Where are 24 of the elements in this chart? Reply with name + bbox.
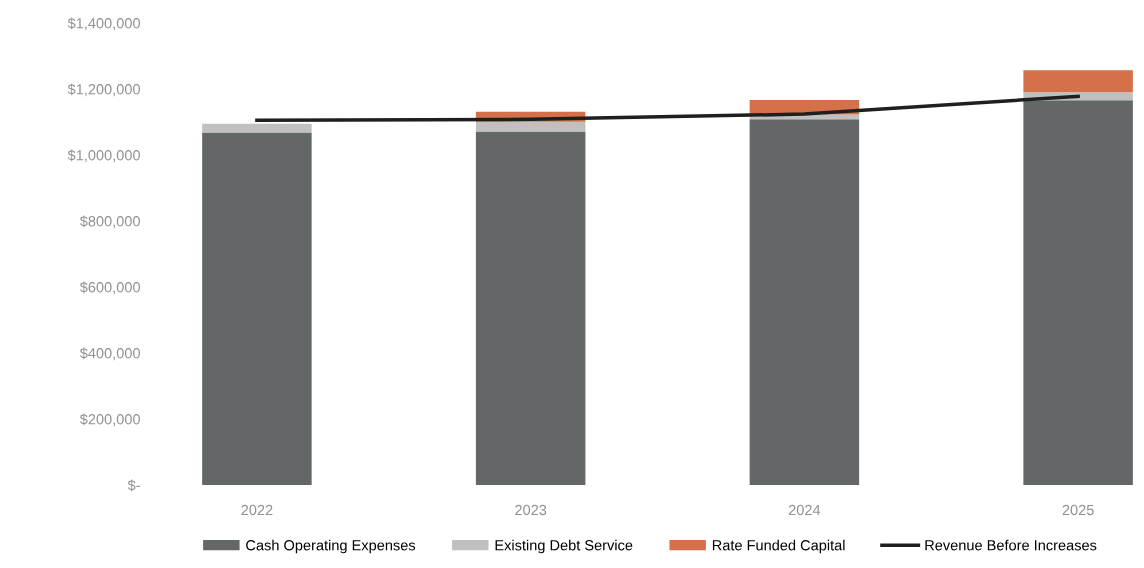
bar [749, 119, 860, 485]
legend-label: Existing Debt Service [495, 539, 633, 554]
bar [475, 131, 586, 485]
y-tick-label: $1,000,000 [67, 149, 140, 163]
x-tick-label: 2025 [1062, 504, 1094, 516]
y-tick-label: $200,000 [79, 413, 140, 427]
y-tick-label: $1,200,000 [67, 83, 140, 97]
x-tick-label: 2024 [788, 504, 821, 516]
legend-label: Rate Funded Capital [712, 539, 845, 554]
bar [475, 121, 586, 132]
line-series [255, 94, 1080, 123]
bar [202, 132, 312, 485]
y-tick-label: $800,000 [79, 215, 140, 229]
y-tick-label: $600,000 [79, 281, 140, 295]
y-tick-label: $400,000 [79, 347, 140, 361]
bar [1023, 100, 1133, 485]
x-tick-label: 2022 [241, 504, 273, 516]
x-tick-label: 2023 [515, 504, 547, 516]
bar [1023, 70, 1133, 93]
legend-label: Cash Operating Expenses [246, 539, 416, 554]
bar [202, 123, 312, 133]
legend-label: Revenue Before Increases [925, 539, 1097, 551]
y-tick-label: $- [127, 479, 140, 492]
y-tick-label: $1,400,000 [67, 17, 140, 31]
